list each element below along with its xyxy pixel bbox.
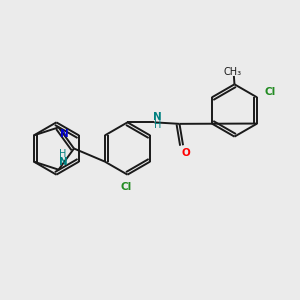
Text: N: N — [153, 112, 162, 122]
Text: N: N — [60, 129, 68, 139]
Text: H: H — [59, 149, 67, 159]
Text: H: H — [154, 120, 161, 130]
Text: Cl: Cl — [120, 182, 132, 192]
Text: Cl: Cl — [265, 87, 276, 97]
Text: O: O — [181, 148, 190, 158]
Text: CH₃: CH₃ — [224, 67, 242, 77]
Text: N: N — [59, 157, 68, 167]
